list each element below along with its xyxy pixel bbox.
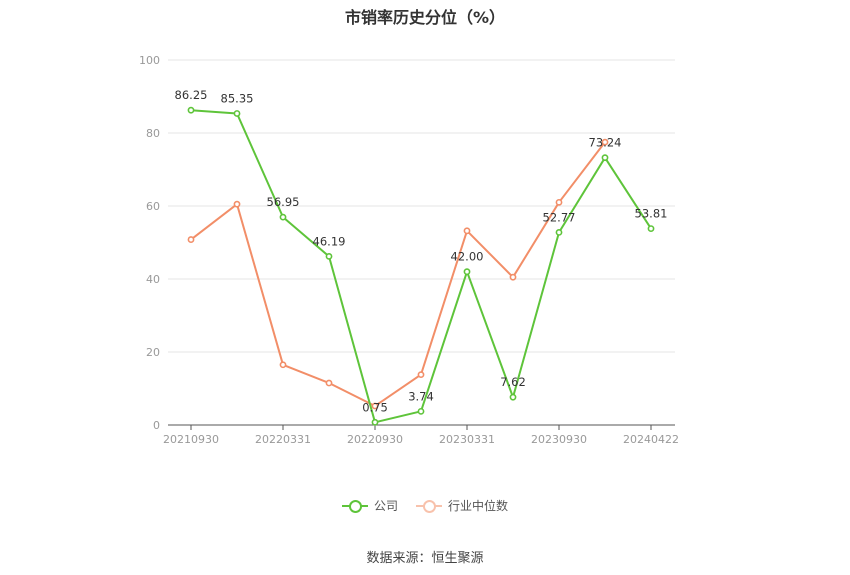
legend-swatch-company [341, 499, 368, 513]
series-points [187, 106, 655, 426]
data-label-3: 46.19 [313, 234, 346, 248]
data-point-s0-4 [371, 418, 379, 426]
x-tick-label-20230331: 20230331 [439, 433, 495, 446]
x-axis [168, 424, 675, 430]
y-tick-label-0: 0 [153, 419, 160, 432]
legend-swatch-industry-median [416, 499, 442, 513]
x-tick-label-20220930: 20220930 [347, 433, 403, 446]
x-tick-label-20240422: 20240422 [623, 433, 679, 446]
data-point-s1-4 [371, 402, 379, 410]
data-point-s0-8 [555, 228, 563, 236]
data-point-s0-9 [601, 154, 609, 162]
data-point-s0-5 [417, 407, 425, 415]
data-point-s1-7 [509, 273, 517, 281]
x-tick-label-20220331: 20220331 [255, 433, 311, 446]
data-label-1: 85.35 [221, 91, 254, 105]
data-label-9: 73.24 [589, 136, 622, 150]
data-point-s1-6 [463, 227, 471, 235]
data-point-s1-9 [601, 138, 609, 146]
x-tick-label-20230930: 20230930 [531, 433, 587, 446]
data-point-s0-0 [187, 106, 195, 114]
legend-label-company: 公司 [373, 499, 398, 513]
data-label-5: 3.74 [408, 389, 434, 403]
data-point-s1-3 [325, 379, 333, 387]
data-label-2: 56.95 [267, 195, 300, 209]
data-label-0: 86.25 [175, 88, 208, 102]
legend: 公司 行业中位数 [0, 497, 850, 514]
data-label-10: 53.81 [635, 207, 668, 221]
series-line-1 [190, 141, 606, 407]
y-tick-label-20: 20 [146, 346, 160, 359]
data-point-s1-2 [279, 361, 287, 369]
legend-item-industry-median[interactable]: 行业中位数 [416, 497, 508, 514]
data-labels: 86.25 85.35 56.95 46.19 0.75 3.74 42.00 7.62 52.… [175, 88, 668, 414]
data-point-s0-7 [509, 393, 517, 401]
y-tick-label-80: 80 [146, 127, 160, 140]
legend-item-company[interactable]: 公司 [341, 497, 398, 514]
y-tick-label-40: 40 [146, 273, 160, 286]
chart-title: 市销率历史分位（%） [344, 8, 506, 27]
y-tick-label-100: 100 [139, 54, 160, 67]
data-point-s0-1 [233, 110, 241, 117]
data-label-6: 42.00 [451, 250, 484, 264]
data-label-7: 7.62 [500, 375, 526, 389]
x-axis-tick-labels: 20210930 20220331 20220930 20230331 20230930… [163, 433, 679, 446]
data-point-s1-0 [187, 236, 195, 243]
data-point-s0-10 [647, 225, 655, 232]
data-label-8: 52.77 [543, 210, 576, 224]
data-point-s1-5 [417, 371, 425, 379]
data-point-s1-8 [555, 198, 563, 206]
y-tick-label-60: 60 [146, 200, 160, 213]
grid-lines [168, 59, 675, 353]
y-axis-tick-labels: 0 20 40 60 80 100 [139, 54, 160, 432]
data-point-s1-1 [233, 200, 241, 208]
data-point-s0-6 [463, 268, 471, 276]
data-source: 数据来源：恒生聚源 [366, 551, 484, 566]
x-tick-label-20210930: 20210930 [163, 433, 219, 446]
legend-label-industry-median: 行业中位数 [448, 499, 509, 513]
data-label-4: 0.75 [362, 400, 388, 414]
data-point-s0-2 [279, 213, 287, 221]
data-point-s0-3 [325, 253, 333, 260]
